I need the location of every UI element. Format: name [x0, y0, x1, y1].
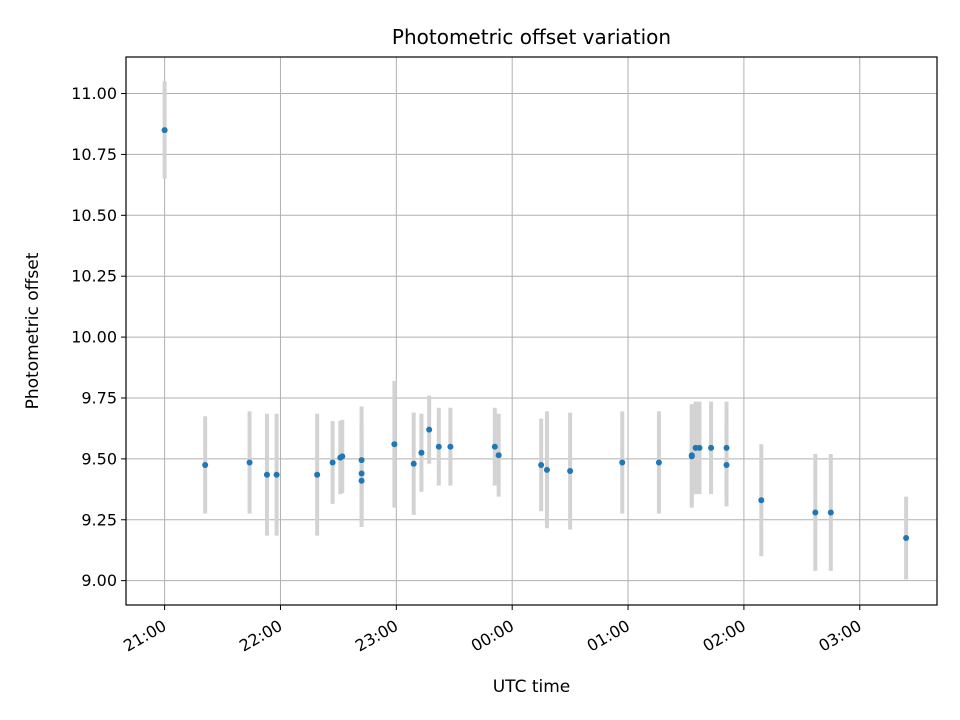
y-tick-label: 9.50: [81, 449, 117, 468]
data-point: [202, 461, 209, 468]
data-point: [358, 477, 365, 484]
data-point: [812, 509, 819, 516]
x-tick-label: 21:00: [120, 616, 169, 656]
data-point: [435, 443, 442, 450]
y-tick-label: 9.00: [81, 571, 117, 590]
x-tick-label: 00:00: [468, 616, 517, 656]
data-point: [391, 441, 398, 448]
data-point: [495, 452, 502, 459]
x-tick-label: 02:00: [699, 616, 748, 656]
x-axis-label: UTC time: [493, 677, 571, 697]
data-point: [161, 127, 168, 134]
data-point: [827, 509, 834, 516]
data-point: [314, 471, 321, 478]
data-point: [543, 466, 550, 473]
data-point: [426, 426, 433, 433]
y-axis-ticks: 9.00 9.25 9.50 9.75 10.00 10.25 10.50 10.75 11.0…: [71, 84, 126, 590]
data-point: [758, 497, 765, 504]
data-point: [273, 471, 280, 478]
y-tick-label: 11.00: [71, 84, 117, 103]
plot-frame: [125, 56, 938, 606]
data-point: [447, 443, 454, 450]
data-point: [619, 459, 626, 466]
y-tick-label: 9.75: [81, 388, 117, 407]
data-point: [358, 470, 365, 477]
x-tick-label: 22:00: [236, 616, 285, 656]
y-tick-label: 10.50: [71, 206, 117, 225]
x-tick-label: 23:00: [352, 616, 401, 656]
y-tick-label: 10.00: [71, 328, 117, 347]
data-point: [688, 452, 695, 459]
data-point: [358, 457, 365, 464]
data-point: [723, 444, 730, 451]
data-point: [329, 459, 336, 466]
data-point: [567, 468, 574, 475]
data-point: [263, 471, 270, 478]
data-point: [246, 459, 253, 466]
data-point: [723, 461, 730, 468]
data-point: [708, 444, 715, 451]
error-bars: [162, 81, 909, 580]
grid: [126, 57, 937, 605]
data-points: [161, 127, 910, 542]
data-point: [410, 460, 417, 467]
x-axis-ticks: 21:00 22:00 23:00 00:00 01:00 02:00 03:00: [120, 605, 865, 656]
y-axis-label: Photometric offset: [23, 252, 43, 409]
data-point: [696, 444, 703, 451]
data-point: [491, 443, 498, 450]
y-tick-label: 9.25: [81, 510, 117, 529]
data-point: [903, 535, 910, 542]
data-point: [538, 461, 545, 468]
y-tick-label: 10.75: [71, 145, 117, 164]
data-point: [655, 459, 662, 466]
data-point: [339, 453, 346, 460]
chart-title: Photometric offset variation: [392, 25, 671, 49]
y-tick-label: 10.25: [71, 267, 117, 286]
data-point: [418, 449, 425, 456]
x-tick-label: 03:00: [815, 616, 864, 656]
x-tick-label: 01:00: [584, 616, 633, 656]
